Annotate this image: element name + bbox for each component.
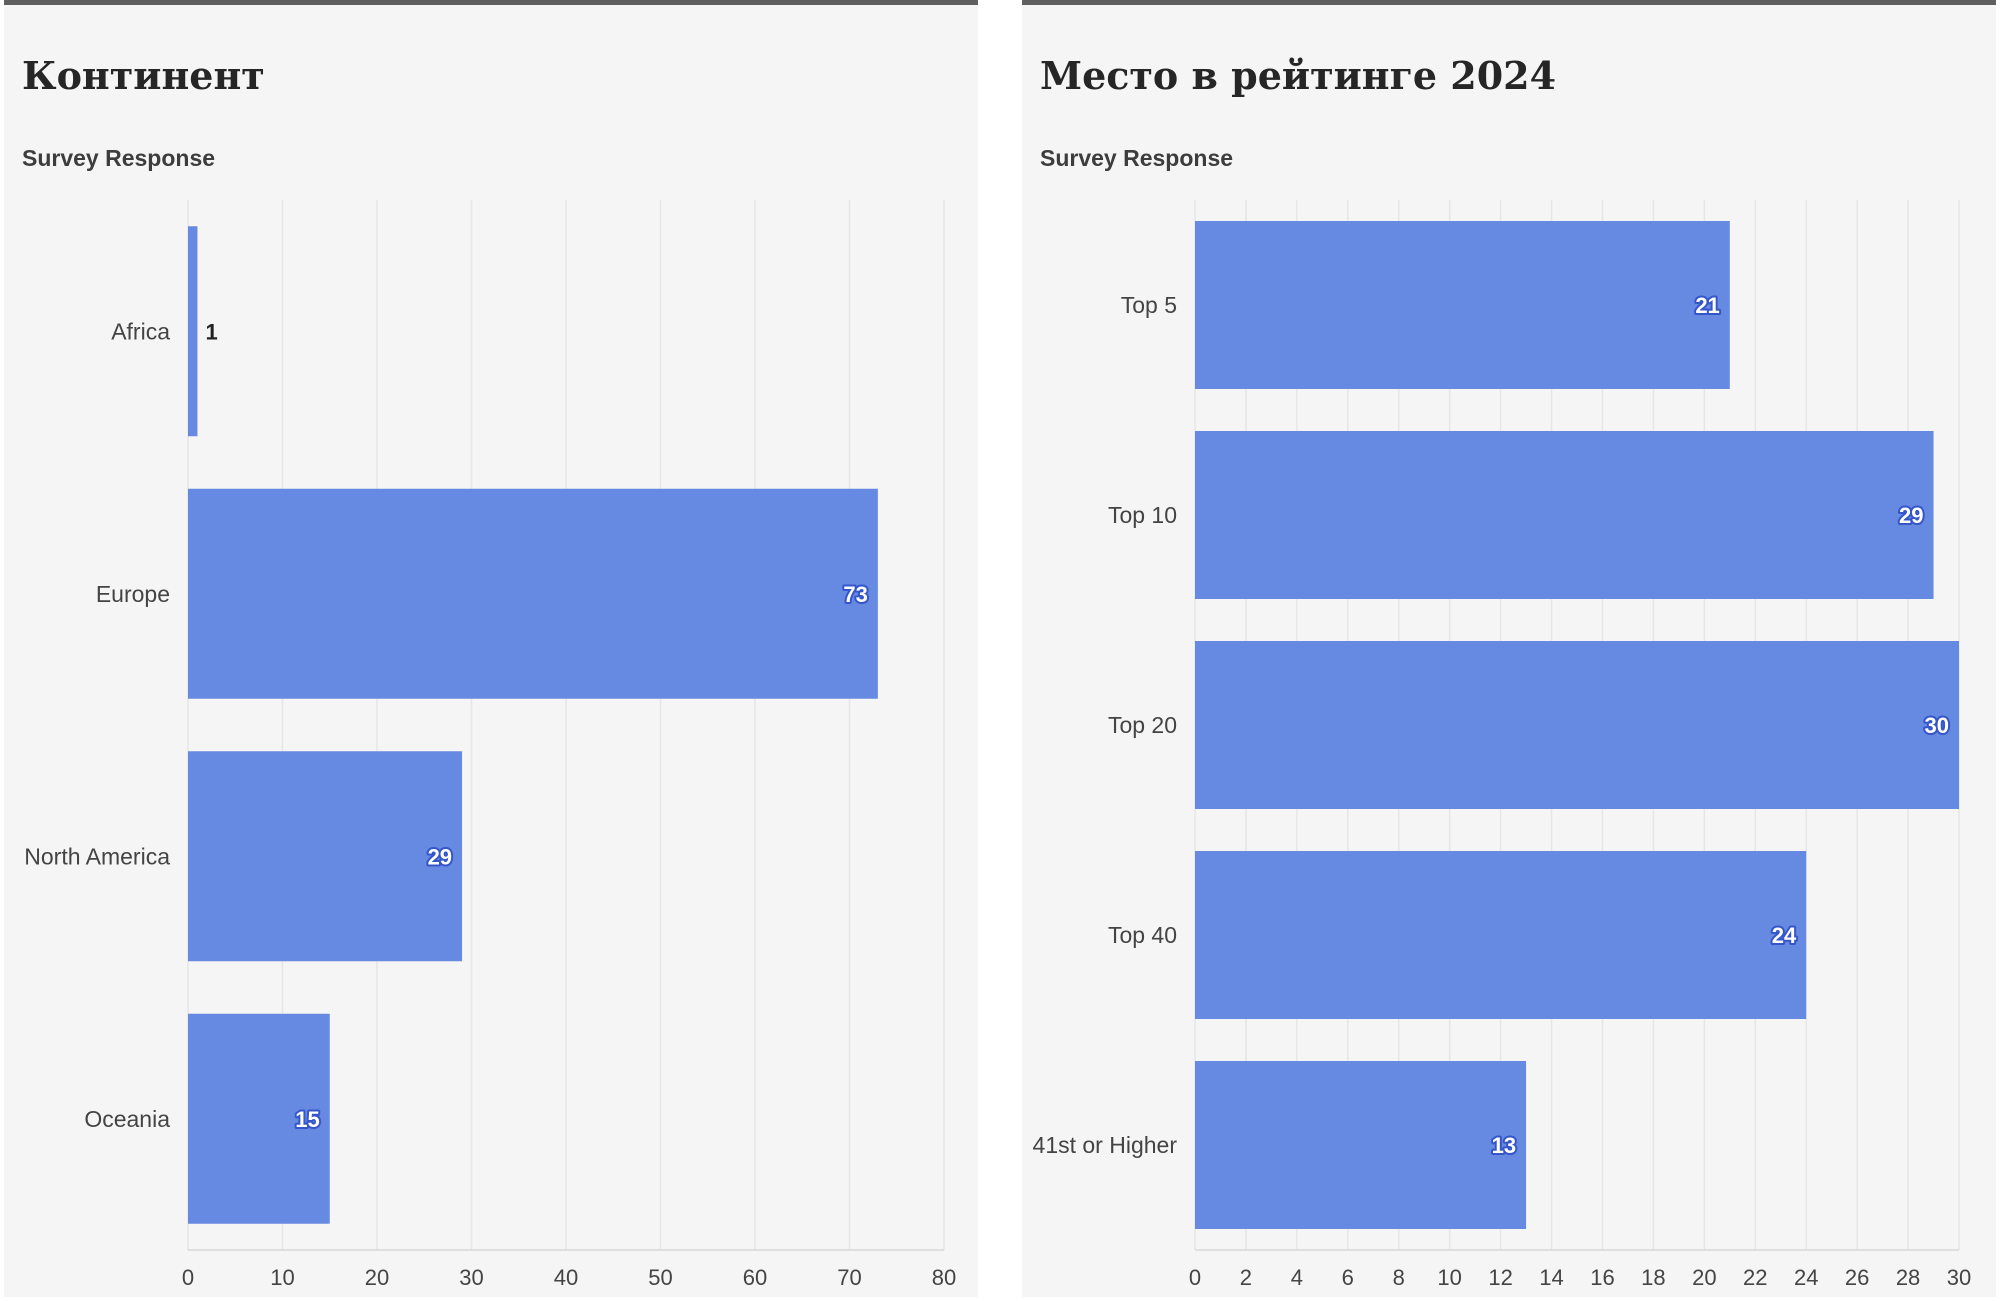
data-label: 21 [1695,293,1719,318]
x-tick-label: 2 [1240,1265,1252,1290]
bar [1195,431,1934,599]
x-tick-label: 30 [1947,1265,1971,1290]
bar [1195,1061,1527,1229]
data-label: 30 [1925,713,1949,738]
data-label: 73 [843,582,867,607]
x-tick-label: 70 [837,1265,861,1290]
data-label: 13 [1492,1133,1516,1158]
x-tick-label: 16 [1590,1265,1614,1290]
x-tick-label: 26 [1845,1265,1869,1290]
category-label: Top 20 [1108,712,1177,738]
x-tick-label: 20 [1692,1265,1716,1290]
data-label: 15 [295,1107,319,1132]
bar [188,1013,330,1224]
x-tick-label: 0 [1189,1265,1201,1290]
category-label: Top 10 [1108,502,1177,528]
bar [1195,641,1959,809]
x-tick-label: 4 [1291,1265,1303,1290]
x-tick-label: 10 [1437,1265,1461,1290]
chart-panel-continent: Континент Survey Response 0 10 20 30 40 50 60 7… [4,0,978,1297]
x-tick-label: 18 [1641,1265,1665,1290]
bar [1195,851,1807,1019]
data-label: 24 [1772,923,1797,948]
category-label: Oceania [84,1106,170,1132]
chart-title: Континент [22,53,265,98]
x-tick-label: 8 [1393,1265,1405,1290]
data-label: 29 [1899,503,1923,528]
category-label: Europe [96,581,170,607]
chart-subtitle: Survey Response [22,145,216,171]
category-label: 41st or Higher [1033,1132,1178,1158]
chart-panel-ranking: Место в рейтинге 2024 Survey Response 0 2… [1022,0,1996,1297]
bar [188,488,878,699]
x-tick-label: 40 [554,1265,578,1290]
x-tick-label: 0 [182,1265,194,1290]
category-label: Africa [111,318,170,344]
category-label: Top 40 [1108,922,1177,948]
x-tick-label: 12 [1488,1265,1512,1290]
x-tick-label: 10 [270,1265,294,1290]
x-tick-label: 30 [459,1265,483,1290]
data-label: 1 [205,319,217,344]
x-tick-label: 22 [1743,1265,1767,1290]
bar [188,751,463,962]
x-tick-label: 50 [648,1265,672,1290]
data-label: 29 [428,844,452,869]
category-label: Top 5 [1121,292,1177,318]
x-tick-label: 6 [1342,1265,1354,1290]
bar [1195,221,1730,389]
x-tick-label: 28 [1896,1265,1920,1290]
category-label: North America [24,843,170,869]
x-tick-label: 20 [365,1265,389,1290]
chart-title: Место в рейтинге 2024 [1040,53,1557,98]
x-tick-label: 80 [932,1265,956,1290]
bar [188,226,198,437]
x-tick-label: 60 [743,1265,767,1290]
chart-subtitle: Survey Response [1040,145,1234,171]
bar-chart-continent: 0 10 20 30 40 50 60 70 80 Africa 1 Europe 73 North Am… [24,200,956,1290]
x-tick-label: 24 [1794,1265,1818,1290]
x-tick-label: 14 [1539,1265,1563,1290]
